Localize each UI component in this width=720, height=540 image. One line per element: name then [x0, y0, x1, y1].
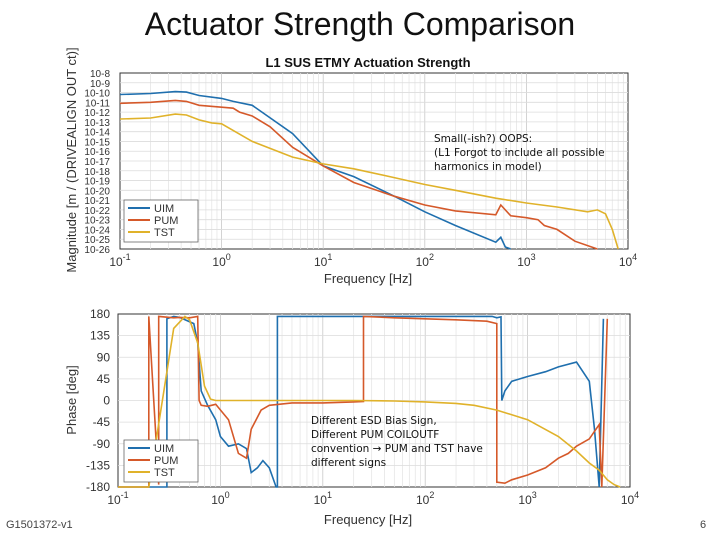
series-line-uim [118, 315, 605, 488]
y-tick-label: 10-11 [85, 98, 110, 109]
legend-label-pum: PUM [154, 215, 178, 227]
x-tick-label: 101 [314, 252, 332, 269]
magnitude-series [119, 90, 619, 250]
phase-x-axis-label: Frequency [Hz] [324, 512, 412, 527]
legend-label-pum: PUM [154, 455, 178, 467]
x-tick-label: 100 [211, 490, 229, 507]
y-tick-label: 10-16 [84, 147, 110, 158]
series-line-tst [119, 113, 619, 250]
y-tick-label: 10-18 [84, 167, 110, 178]
series-line-uim [119, 90, 511, 250]
magnitude-plot-title: L1 SUS ETMY Actuation Strength [265, 55, 470, 70]
y-tick-label: 10-17 [84, 157, 110, 168]
y-tick-label: 135 [90, 329, 110, 343]
x-tick-label: 103 [517, 252, 535, 269]
magnitude-grid [120, 73, 628, 249]
y-tick-label: 10-10 [84, 89, 110, 100]
legend-label-uim: UIM [154, 443, 174, 455]
y-tick-label: 10-20 [84, 186, 110, 197]
y-tick-label: 90 [97, 350, 111, 364]
x-tick-label: 103 [518, 490, 536, 507]
x-tick-label: 10-1 [107, 490, 128, 507]
x-tick-label: 104 [621, 490, 639, 507]
y-tick-label: 10-21 [84, 196, 110, 207]
y-tick-label: 10-25 [84, 235, 110, 246]
x-tick-label: 101 [314, 490, 332, 507]
y-tick-label: 10-15 [84, 137, 110, 148]
y-tick-label: 180 [90, 307, 110, 321]
x-tick-label: 102 [416, 490, 434, 507]
y-tick-label: 10-8 [90, 69, 110, 80]
legend-label-tst: TST [154, 227, 175, 239]
y-tick-label: 10-24 [84, 225, 110, 236]
y-tick-label: 10-23 [84, 216, 110, 227]
magnitude-y-axis-label: Magnitude [m / (DRIVEALIGN OUT ct)] [64, 47, 79, 272]
y-tick-label: 10-19 [84, 177, 110, 188]
magnitude-annotation: Small(-ish?) OOPS: (L1 Forgot to include… [434, 133, 605, 173]
legend-label-tst: TST [154, 467, 175, 479]
y-tick-label: 45 [97, 372, 111, 386]
y-tick-label: 0 [103, 394, 110, 408]
magnitude-plot: L1 SUS ETMY Actuation Strength 10-810-91… [64, 47, 637, 286]
document-id: G1501372-v1 [6, 519, 73, 531]
slide-title: Actuator Strength Comparison [144, 6, 576, 42]
x-tick-label: 100 [212, 252, 230, 269]
phase-annotation: Different ESD Bias Sign, Different PUM C… [311, 415, 483, 469]
phase-y-axis-label: Phase [deg] [64, 365, 79, 434]
y-tick-label: 10-26 [84, 245, 110, 256]
series-line-tst [118, 315, 621, 488]
y-tick-label: 10-14 [84, 128, 110, 139]
y-tick-label: 10-12 [84, 108, 110, 119]
y-tick-label: -180 [86, 480, 110, 494]
x-tick-label: 10-1 [109, 252, 130, 269]
phase-y-ticks: 180 135 90 45 0 -45 -90 -135 -180 [86, 307, 110, 494]
y-tick-label: 10-9 [90, 79, 110, 90]
magnitude-y-ticks: 10-810-910-1010-1110-1210-1310-1410-1510… [84, 69, 110, 256]
legend-label-uim: UIM [154, 203, 174, 215]
magnitude-x-axis-label: Frequency [Hz] [324, 271, 412, 286]
phase-x-ticks: 10-1 100 101 102 103 104 [107, 490, 639, 507]
y-tick-label: 10-13 [84, 118, 110, 129]
phase-series [118, 315, 621, 488]
series-line-pum [119, 99, 598, 250]
page-number: 6 [700, 519, 707, 531]
magnitude-x-ticks: 10-1 100 101 102 103 104 [109, 252, 637, 269]
y-tick-label: -90 [93, 437, 111, 451]
y-tick-label: -45 [93, 415, 111, 429]
y-tick-label: 10-22 [84, 206, 110, 217]
x-tick-label: 104 [619, 252, 637, 269]
x-tick-label: 102 [416, 252, 434, 269]
y-tick-label: -135 [86, 458, 110, 472]
